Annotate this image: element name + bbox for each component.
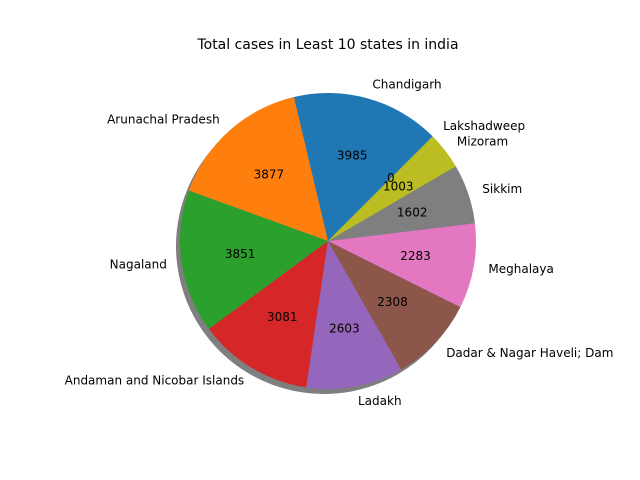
slice-value-mizoram: 1003 bbox=[383, 180, 414, 194]
slice-label-sikkim: Sikkim bbox=[482, 182, 522, 196]
slice-label-andaman-and-nicobar-islands: Andaman and Nicobar Islands bbox=[65, 374, 245, 388]
slice-value-nagaland: 3851 bbox=[225, 247, 256, 261]
pie-slices bbox=[180, 93, 476, 389]
slice-mizoram bbox=[328, 136, 456, 241]
slice-value-ladakh: 2603 bbox=[329, 321, 360, 335]
slice-value-dadar-nagar-haveli-daman-diu: 2308 bbox=[377, 295, 408, 309]
slice-chandigarh bbox=[293, 93, 433, 242]
slice-label-mizoram: Mizoram bbox=[457, 135, 508, 149]
slice-label-ladakh: Ladakh bbox=[358, 394, 402, 408]
slice-ladakh bbox=[306, 241, 402, 389]
slice-meghalaya bbox=[328, 223, 476, 308]
slice-labels: Chandigarh Arunachal Pradesh Nagaland Andam… bbox=[65, 77, 614, 408]
slice-arunachal-pradesh bbox=[188, 96, 328, 241]
slice-value-andaman-and-nicobar-islands: 3081 bbox=[267, 310, 298, 324]
slice-value-chandigarh: 3985 bbox=[337, 149, 368, 163]
slice-label-nagaland: Nagaland bbox=[110, 257, 167, 271]
slice-label-lakshadweep: Lakshadweep bbox=[443, 119, 525, 133]
slice-sikkim bbox=[328, 166, 475, 241]
slice-nagaland bbox=[180, 190, 328, 329]
slice-value-meghalaya: 2283 bbox=[400, 249, 431, 263]
chart-title: Total cases in Least 10 states in india bbox=[196, 37, 458, 53]
slice-dadar-nagar-haveli-daman-diu bbox=[328, 241, 461, 370]
slice-value-lakshadweep: 0 bbox=[387, 171, 395, 185]
slice-value-arunachal-pradesh: 3877 bbox=[254, 168, 285, 182]
slice-andaman-and-nicobar-islands bbox=[208, 241, 328, 388]
slice-label-meghalaya: Meghalaya bbox=[488, 262, 553, 276]
slice-label-chandigarh: Chandigarh bbox=[372, 77, 441, 91]
slice-label-arunachal-pradesh: Arunachal Pradesh bbox=[107, 113, 220, 127]
slice-value-sikkim: 1602 bbox=[397, 206, 428, 220]
slice-label-dadar-nagar-haveli-daman-diu: Dadar & Nagar Haveli; Dam bbox=[446, 346, 613, 360]
